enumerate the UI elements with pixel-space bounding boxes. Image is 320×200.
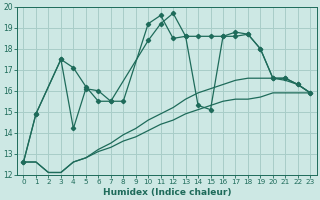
X-axis label: Humidex (Indice chaleur): Humidex (Indice chaleur) <box>103 188 231 197</box>
